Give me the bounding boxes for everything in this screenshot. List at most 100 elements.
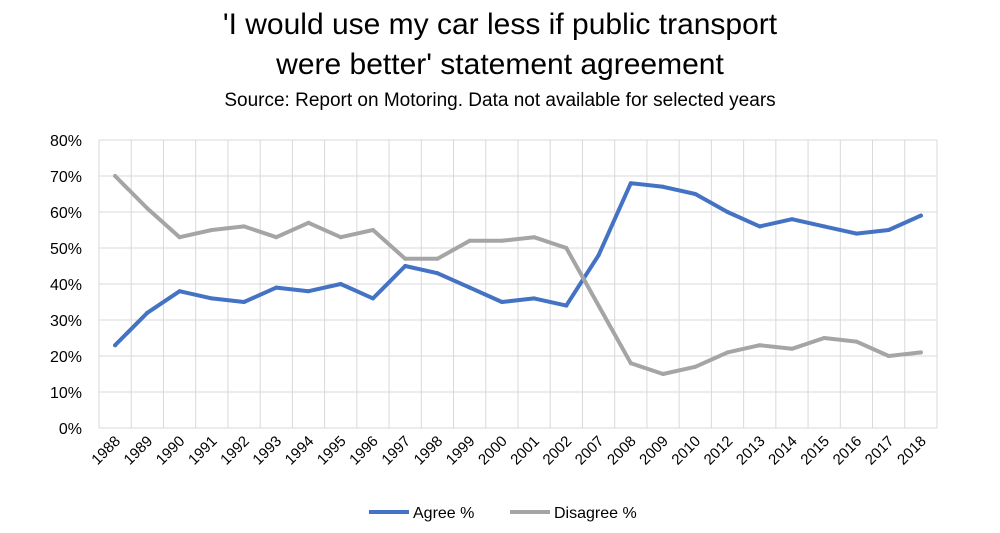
y-tick-label: 0% (59, 421, 82, 438)
x-tick-label: 2009 (636, 433, 672, 469)
data-point (693, 192, 698, 196)
data-point (274, 285, 279, 290)
x-tick-label: 2010 (668, 433, 704, 469)
x-tick-label: 1993 (249, 433, 285, 469)
data-point (242, 224, 247, 229)
x-tick-label: 1988 (88, 433, 124, 469)
data-point (789, 346, 794, 351)
data-point (564, 246, 569, 250)
data-point (370, 228, 375, 232)
x-tick-label: 2015 (797, 433, 833, 469)
x-tick-label: 1998 (411, 433, 447, 469)
x-tick-label: 1990 (153, 433, 189, 469)
legend-label: Disagree % (554, 505, 637, 522)
data-point (886, 354, 891, 358)
data-point (532, 296, 537, 301)
data-point (145, 206, 150, 211)
y-axis-ticks: 0% 10% 20% 30% 40% 50% 60% 70% 80% (50, 133, 82, 438)
y-tick-label: 10% (50, 385, 82, 402)
data-point (242, 300, 247, 304)
chart-subtitle: Source: Report on Motoring. Data not ava… (224, 90, 776, 111)
data-point (628, 361, 633, 366)
data-point (693, 364, 698, 369)
data-point (209, 228, 214, 232)
x-tick-label: 1997 (378, 433, 414, 469)
data-point (822, 336, 827, 340)
x-tick-label: 2016 (830, 433, 866, 469)
x-tick-label: 1989 (121, 433, 157, 469)
x-tick-label: 1991 (185, 433, 221, 469)
x-tick-label: 2012 (701, 433, 737, 469)
legend-label: Agree % (413, 505, 474, 522)
y-tick-label: 70% (50, 169, 82, 186)
x-tick-label: 1999 (443, 433, 479, 469)
data-point (854, 339, 859, 344)
data-point (725, 210, 730, 214)
data-point (338, 282, 343, 286)
data-point (757, 343, 762, 348)
x-tick-label: 1996 (346, 433, 382, 469)
data-point (113, 343, 118, 348)
data-point (113, 174, 118, 178)
data-point (918, 350, 923, 355)
data-point (306, 289, 311, 294)
data-point (177, 289, 182, 294)
data-point (757, 224, 762, 229)
data-point (499, 238, 504, 243)
data-point (499, 300, 504, 304)
x-tick-label: 2007 (572, 433, 608, 469)
y-tick-label: 60% (50, 205, 82, 222)
x-tick-label: 2001 (507, 433, 543, 469)
data-point (209, 296, 214, 301)
data-point (532, 235, 537, 240)
data-point (886, 228, 891, 232)
data-point (822, 224, 827, 229)
chart-title-line-2: were better' statement agreement (276, 48, 724, 81)
x-tick-label: 2013 (733, 433, 769, 469)
data-point (564, 303, 569, 308)
x-tick-label: 1994 (282, 433, 318, 469)
data-point (725, 350, 730, 355)
data-point (467, 285, 472, 290)
x-tick-label: 1992 (217, 433, 253, 469)
x-tick-label: 2018 (894, 433, 930, 469)
series-line-agree (113, 181, 923, 348)
x-tick-label: 2000 (475, 433, 511, 469)
data-point (661, 184, 666, 189)
data-point (854, 231, 859, 236)
y-tick-label: 20% (50, 349, 82, 366)
series-layer (113, 174, 923, 376)
data-point (628, 181, 633, 186)
data-point (596, 303, 601, 308)
data-point (177, 235, 182, 240)
legend: Agree % Disagree % (369, 505, 637, 522)
y-tick-label: 80% (50, 133, 82, 150)
data-point (306, 220, 311, 225)
data-point (370, 296, 375, 301)
x-tick-label: 2002 (540, 433, 576, 469)
grid-layer (98, 139, 938, 429)
data-point (145, 310, 150, 315)
y-tick-label: 30% (50, 313, 82, 330)
y-tick-label: 50% (50, 241, 82, 258)
data-point (435, 271, 440, 276)
data-point (435, 256, 440, 261)
data-point (338, 235, 343, 240)
data-point (467, 238, 472, 243)
data-point (918, 213, 923, 218)
x-axis-ticks: 1988198919901991199219931994199519961997… (88, 433, 929, 469)
chart-title-line-1: 'I would use my car less if public trans… (222, 8, 778, 41)
x-tick-label: 2017 (862, 433, 898, 469)
data-point (403, 256, 408, 261)
y-tick-label: 40% (50, 277, 82, 294)
data-point (274, 235, 279, 240)
series-line-disagree (113, 174, 923, 376)
data-point (661, 372, 666, 376)
x-tick-label: 1995 (314, 433, 350, 469)
data-point (789, 217, 794, 222)
x-tick-label: 2008 (604, 433, 640, 469)
data-point (596, 253, 601, 258)
data-point (403, 264, 408, 268)
x-tick-label: 2014 (765, 433, 801, 469)
